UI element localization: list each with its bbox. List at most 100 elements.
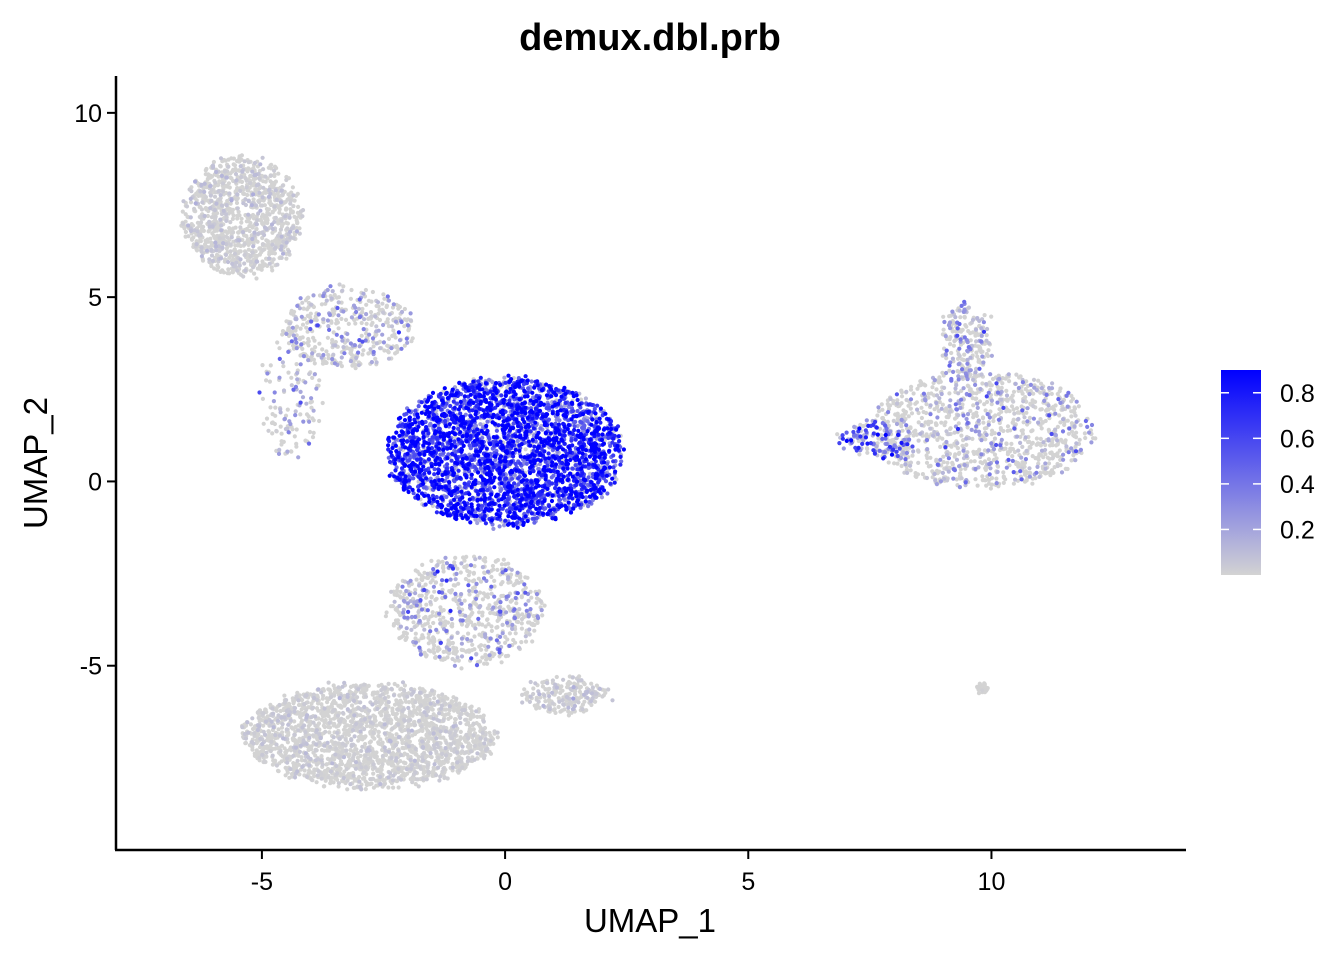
scatter-point [572, 692, 578, 697]
scatter-point [469, 612, 474, 617]
scatter-point [203, 168, 208, 173]
scatter-point [401, 630, 407, 635]
scatter-point [260, 235, 265, 241]
scatter-point [261, 711, 266, 716]
scatter-point [377, 317, 383, 323]
scatter-point [513, 640, 518, 645]
scatter-point [284, 177, 289, 183]
scatter-point [284, 206, 289, 211]
scatter-point [266, 428, 271, 433]
scatter-point [192, 206, 197, 211]
scatter-point [451, 645, 456, 650]
scatter-point [289, 375, 294, 380]
scatter-point [934, 422, 939, 428]
scatter-point [606, 687, 611, 692]
scatter-point [364, 321, 369, 326]
scatter-point [194, 248, 200, 253]
scatter-point [914, 432, 919, 437]
scatter-point [445, 655, 450, 660]
scatter-point [269, 739, 274, 744]
scatter-point [899, 390, 905, 395]
scatter-point [269, 166, 274, 171]
scatter-point [368, 310, 374, 315]
scatter-point [519, 594, 524, 599]
scatter-point [404, 318, 409, 323]
scatter-point [279, 725, 285, 730]
scatter-point [264, 750, 269, 755]
scatter-point [371, 785, 376, 790]
scatter-point [978, 460, 983, 465]
scatter-point [1014, 372, 1019, 377]
scatter-point [260, 259, 265, 264]
scatter-point [279, 218, 284, 223]
scatter-point [296, 204, 301, 209]
scatter-point [266, 242, 271, 247]
scatter-point [941, 314, 946, 319]
scatter-point [879, 402, 884, 407]
scatter-point [225, 235, 230, 240]
scatter-point [396, 785, 401, 790]
scatter-point [233, 225, 238, 230]
scatter-point [1011, 481, 1017, 486]
scatter-point [228, 220, 233, 225]
scatter-point [413, 700, 418, 705]
scatter-point [454, 702, 459, 707]
scatter-point [285, 226, 290, 231]
scatter-point [1010, 454, 1015, 459]
scatter-point [248, 181, 253, 186]
scatter-point [302, 702, 307, 707]
scatter-point [465, 755, 471, 760]
scatter-point [276, 171, 281, 176]
scatter-point [436, 755, 441, 761]
scatter-point [452, 746, 457, 752]
scatter-point [217, 236, 222, 241]
scatter-point [523, 447, 528, 452]
scatter-point [516, 613, 522, 618]
scatter-point [248, 173, 253, 179]
scatter-point [948, 426, 953, 431]
scatter-point [264, 206, 269, 212]
scatter-point [207, 227, 212, 232]
scatter-point [899, 463, 904, 469]
scatter-point [478, 714, 483, 719]
scatter-point [230, 269, 235, 274]
scatter-point [319, 776, 324, 781]
scatter-point [233, 166, 238, 172]
scatter-point [334, 295, 339, 300]
scatter-point [956, 421, 961, 426]
scatter-point [280, 332, 285, 337]
scatter-point [346, 761, 351, 766]
scatter-point [336, 781, 341, 786]
scatter-point [313, 748, 318, 753]
scatter-point [465, 712, 470, 717]
scatter-point [241, 274, 246, 279]
scatter-point [1016, 461, 1021, 466]
scatter-point [589, 681, 594, 686]
scatter-point [352, 752, 357, 757]
scatter-point [458, 712, 463, 717]
scatter-point [252, 271, 257, 276]
scatter-point [419, 593, 424, 598]
scatter-point [983, 408, 988, 413]
scatter-point [448, 746, 453, 751]
scatter-point [466, 736, 471, 741]
scatter-point [386, 350, 391, 355]
scatter-point [283, 765, 288, 770]
scatter-point [491, 611, 496, 616]
scatter-point [1038, 436, 1043, 441]
scatter-point [314, 762, 319, 767]
scatter-point [558, 709, 563, 714]
scatter-point [441, 569, 446, 574]
scatter-point [434, 749, 439, 755]
scatter-point [441, 735, 446, 740]
scatter-point [264, 378, 269, 383]
scatter-point [935, 437, 940, 442]
scatter-point [359, 320, 364, 326]
scatter-point [239, 220, 244, 225]
scatter-point [919, 415, 925, 421]
scatter-point [488, 610, 493, 616]
scatter-point [274, 763, 279, 768]
scatter-point [323, 729, 328, 734]
scatter-point [516, 580, 521, 585]
